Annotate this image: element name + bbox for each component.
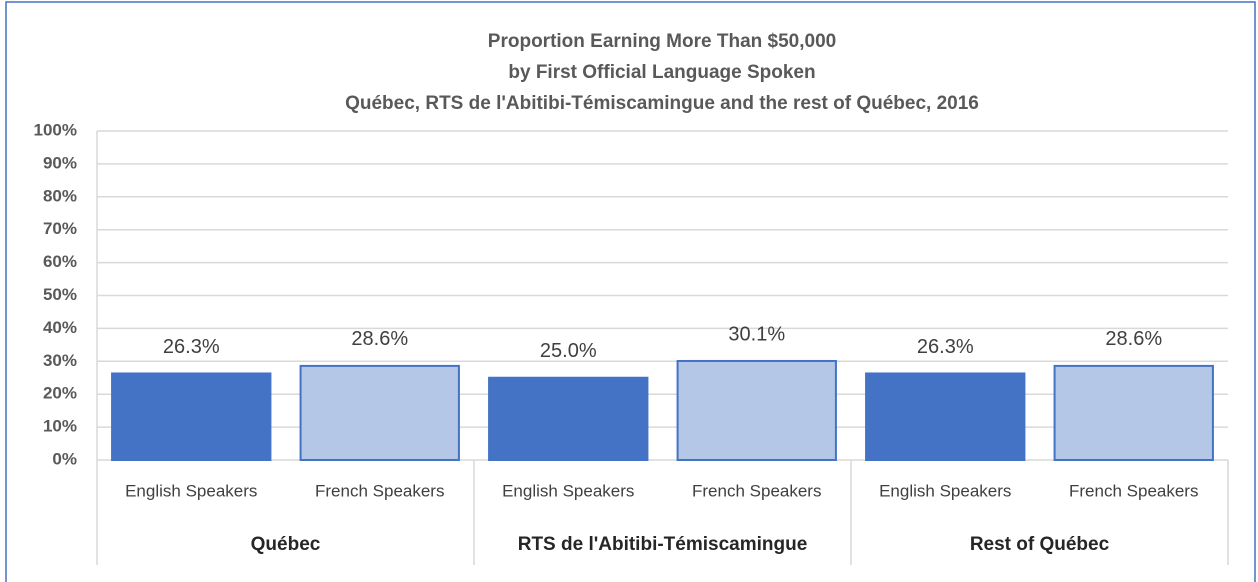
chart-title: Proportion Earning More Than $50,000: [488, 31, 836, 52]
y-tick-label: 50%: [43, 285, 77, 304]
y-tick-label: 40%: [43, 318, 77, 337]
x-tick-label: French Speakers: [315, 481, 444, 500]
bar: [865, 372, 1026, 461]
value-label: 30.1%: [728, 323, 785, 345]
y-tick-label: 60%: [43, 252, 77, 271]
x-tick-label: English Speakers: [879, 481, 1011, 500]
chart-border: [5, 1, 1256, 582]
chart-title: by First Official Language Spoken: [508, 62, 815, 83]
y-tick-label: 10%: [43, 417, 77, 436]
x-tick-label: French Speakers: [1069, 481, 1198, 500]
value-label: 25.0%: [540, 340, 597, 362]
y-tick-label: 30%: [43, 351, 77, 370]
group-label: Québec: [251, 534, 321, 555]
value-label: 28.6%: [351, 328, 408, 350]
value-label: 26.3%: [917, 336, 974, 358]
group-label: RTS de l'Abitibi-Témiscamingue: [518, 534, 808, 555]
bar: [1053, 364, 1214, 462]
bar: [676, 359, 837, 462]
y-tick-label: 0%: [52, 449, 77, 468]
value-label: 26.3%: [163, 336, 220, 358]
y-tick-label: 70%: [43, 219, 77, 238]
value-label: 28.6%: [1105, 328, 1162, 350]
bar: [299, 364, 460, 462]
x-tick-label: French Speakers: [692, 481, 821, 500]
y-tick-label: 100%: [34, 120, 77, 139]
y-tick-label: 80%: [43, 186, 77, 205]
bar: [111, 372, 272, 461]
x-tick-label: English Speakers: [125, 481, 257, 500]
y-tick-label: 20%: [43, 384, 77, 403]
y-tick-label: 90%: [43, 153, 77, 172]
group-label: Rest of Québec: [970, 534, 1110, 555]
bar: [488, 376, 649, 461]
x-tick-label: English Speakers: [502, 481, 634, 500]
chart-title: Québec, RTS de l'Abitibi-Témiscamingue a…: [345, 93, 979, 114]
